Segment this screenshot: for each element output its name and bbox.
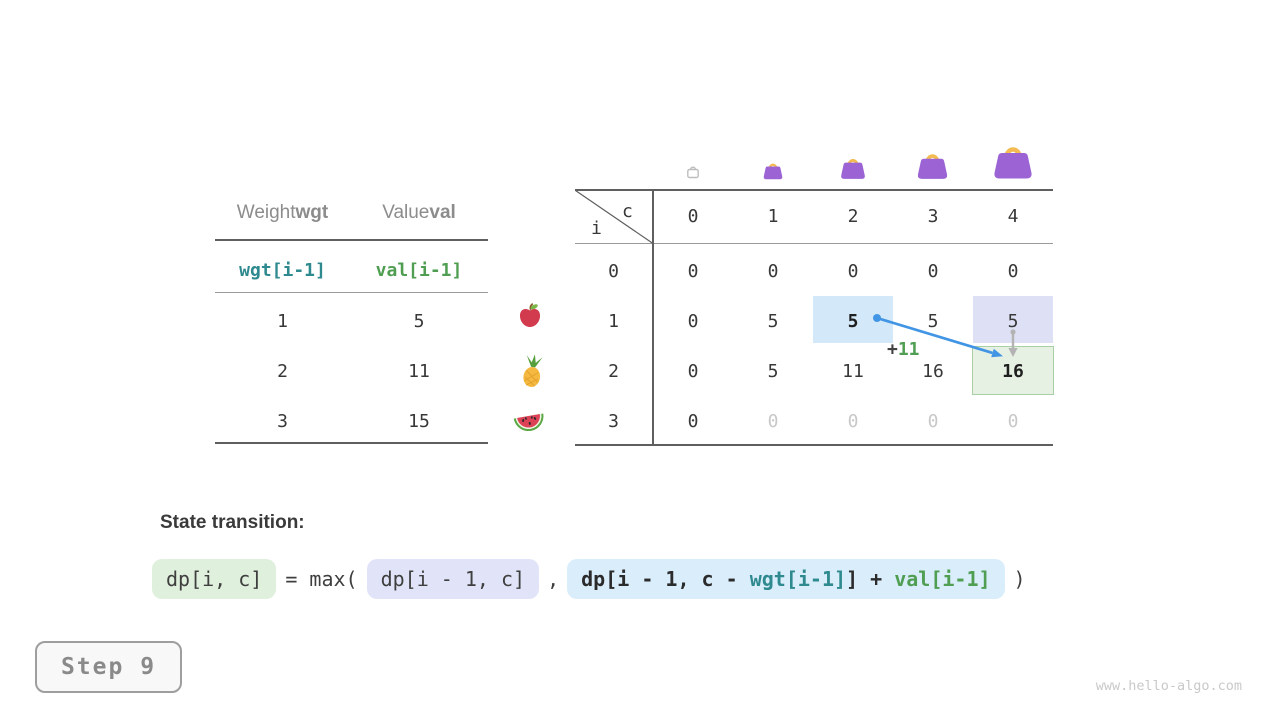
item1-weight: 1 bbox=[277, 310, 288, 332]
item1-value: 5 bbox=[413, 310, 425, 332]
formula-equals-max: = max( bbox=[285, 567, 358, 591]
item2-value: 11 bbox=[408, 360, 430, 382]
items-table-mid-divider bbox=[215, 292, 488, 293]
col-header-2: 2 bbox=[847, 206, 859, 227]
state-transition-heading: State transition: bbox=[160, 512, 305, 533]
dp-cell-3-4: 0 bbox=[1007, 410, 1019, 432]
item3-weight: 3 bbox=[277, 410, 288, 432]
pineapple-icon bbox=[523, 354, 543, 387]
bag-empty-icon bbox=[687, 166, 699, 179]
corner-label-c: c bbox=[622, 201, 633, 222]
dp-table-top-border bbox=[575, 189, 1053, 191]
bag-size-1-icon bbox=[763, 163, 783, 180]
option2-val-part: val[i-1] bbox=[894, 567, 991, 591]
dp-cell-3-2: 0 bbox=[847, 410, 859, 432]
dp-table-cells: 0 0 0 0 0 0 5 5 5 5 0 5 11 16 16 0 0 0 0… bbox=[653, 246, 1053, 446]
dp-cell-0-0: 0 bbox=[687, 260, 699, 282]
col-header-0: 0 bbox=[687, 206, 699, 227]
row-header-3: 3 bbox=[608, 410, 619, 432]
dp-cell-2-1: 5 bbox=[767, 360, 779, 382]
items-table-bottom-divider bbox=[215, 442, 488, 444]
plus-sign: + bbox=[887, 339, 898, 360]
item-row-1: 1 5 bbox=[215, 306, 488, 336]
dp-cell-3-3: 0 bbox=[927, 410, 939, 432]
formula-separator: , bbox=[547, 567, 560, 591]
watermark: www.hello-algo.com bbox=[1095, 678, 1242, 694]
col-header-1: 1 bbox=[767, 206, 779, 227]
dp-cell-2-2: 11 bbox=[842, 360, 864, 382]
corner-diagonal-line bbox=[575, 190, 654, 244]
row-header-2: 2 bbox=[608, 360, 619, 382]
item-row-2: 2 11 bbox=[215, 356, 488, 386]
items-table-header-row: Weight wgt Value val bbox=[215, 198, 488, 228]
corner-label-i: i bbox=[591, 218, 602, 239]
dp-table-bottom-border bbox=[575, 444, 1053, 446]
dp-cell-0-2: 0 bbox=[847, 260, 859, 282]
dp-cell-0-1: 0 bbox=[767, 260, 779, 282]
dp-cell-3-1: 0 bbox=[767, 410, 779, 432]
dp-column-headers: 0 1 2 3 4 bbox=[653, 190, 1053, 243]
added-value-label: +11 bbox=[887, 339, 920, 360]
formula-option1-box: dp[i - 1, c] bbox=[366, 559, 540, 599]
wgt-index-expression: wgt[i-1] bbox=[239, 259, 326, 281]
added-value: 11 bbox=[897, 339, 920, 360]
item3-value: 15 bbox=[408, 410, 430, 432]
dp-cell-1-0: 0 bbox=[687, 310, 699, 332]
col-header-3: 3 bbox=[927, 206, 939, 227]
weight-column-header: Weight wgt bbox=[215, 198, 350, 228]
watermelon-icon bbox=[513, 413, 544, 432]
item2-weight: 2 bbox=[277, 360, 288, 382]
wgt-header-code: wgt bbox=[295, 202, 329, 223]
dp-cell-2-3: 16 bbox=[922, 360, 944, 382]
dp-cell-1-4: 5 bbox=[1007, 310, 1019, 332]
option2-wgt-part: wgt[i-1] bbox=[749, 567, 847, 591]
val-header-code: val bbox=[429, 202, 456, 223]
dp-cell-0-4: 0 bbox=[1007, 260, 1019, 282]
formula-lhs-box: dp[i, c] bbox=[152, 559, 277, 599]
weight-header-text: Weight bbox=[236, 202, 296, 223]
state-transition-formula: dp[i, c] = max( dp[i - 1, c] , dp[i - 1,… bbox=[152, 559, 1026, 599]
value-column-header: Value val bbox=[350, 198, 488, 228]
bag-size-2-icon bbox=[841, 159, 865, 179]
row-header-1: 1 bbox=[608, 310, 619, 332]
step-badge: Step 9 bbox=[35, 641, 182, 693]
dp-cell-3-0: 0 bbox=[687, 410, 699, 432]
dp-table-header-divider bbox=[575, 243, 1053, 244]
option2-dp-part: dp[i - 1, c - bbox=[581, 567, 750, 591]
dp-cell-1-2: 5 bbox=[847, 310, 859, 332]
value-header-text: Value bbox=[382, 202, 430, 223]
dp-row-headers: 0 1 2 3 bbox=[575, 246, 652, 446]
dp-cell-1-1: 5 bbox=[767, 310, 779, 332]
items-table-index-row: wgt[i-1] val[i-1] bbox=[215, 255, 488, 285]
bag-size-4-icon bbox=[994, 147, 1032, 179]
formula-option2-box: dp[i - 1, c - wgt[i-1]] + val[i-1] bbox=[567, 559, 1005, 599]
dp-cell-2-4: 16 bbox=[1002, 360, 1024, 382]
item-row-3: 3 15 bbox=[215, 406, 488, 436]
col-header-4: 4 bbox=[1007, 206, 1019, 227]
items-table-top-divider bbox=[215, 239, 488, 241]
dp-cell-2-0: 0 bbox=[687, 360, 699, 382]
val-index-expression: val[i-1] bbox=[375, 259, 463, 281]
formula-close-paren: ) bbox=[1013, 567, 1026, 591]
option2-plus-part: + bbox=[858, 567, 895, 591]
dp-cell-0-3: 0 bbox=[927, 260, 939, 282]
dp-table-vertical-divider bbox=[652, 189, 654, 446]
row-header-0: 0 bbox=[608, 260, 619, 282]
bag-size-3-icon bbox=[917, 154, 948, 179]
apple-icon bbox=[519, 303, 541, 327]
option2-bracket-part: ] bbox=[846, 567, 859, 591]
